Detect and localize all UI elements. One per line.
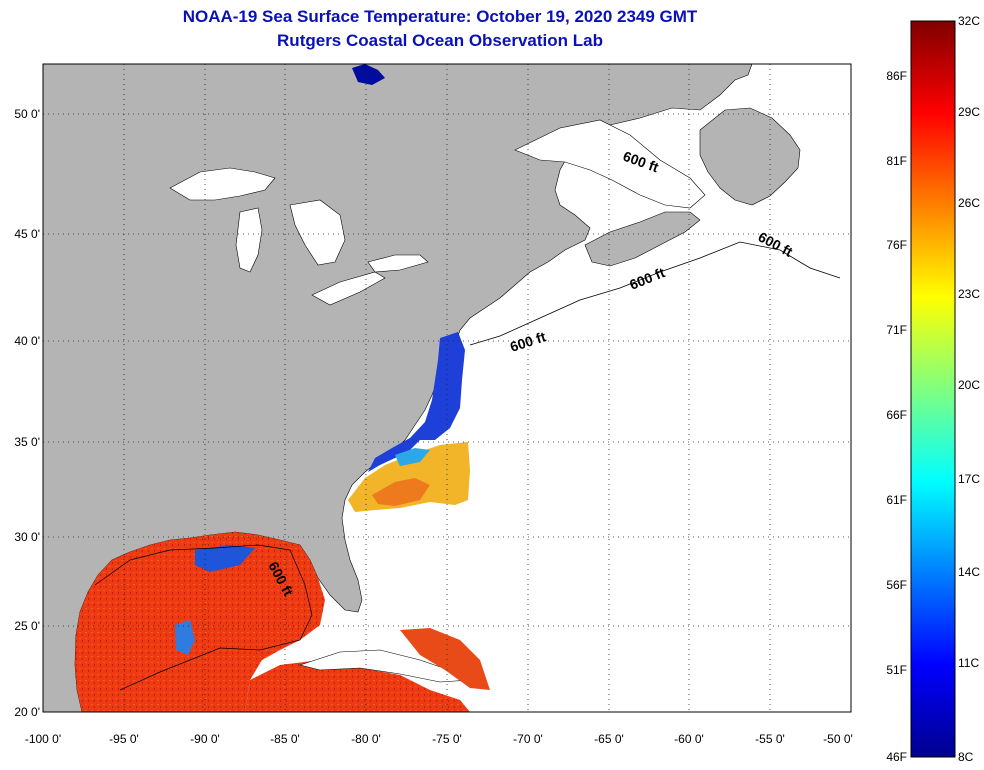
sst-gulf-cool-patch bbox=[175, 620, 195, 655]
lat-tick-label: 30 0' bbox=[14, 530, 40, 544]
lat-tick-label: 50 0' bbox=[14, 107, 40, 121]
lon-tick-label: -55 0' bbox=[755, 732, 785, 746]
land-nova-scotia bbox=[584, 211, 701, 267]
colorbar-fahrenheit-labels: 86F 81F 76F 71F 66F 61F 56F 51F 46F bbox=[886, 69, 907, 764]
longitude-axis: -100 0' -95 0' -90 0' -85 0' -80 0' -75 … bbox=[25, 732, 853, 746]
lon-tick-label: -60 0' bbox=[674, 732, 704, 746]
lake-ontario bbox=[367, 254, 429, 273]
sst-gulf-of-mexico bbox=[75, 532, 325, 712]
gulf-st-lawrence bbox=[514, 119, 706, 209]
lake-erie bbox=[311, 271, 386, 306]
fahrenheit-label: 46F bbox=[886, 750, 907, 764]
celsius-label: 32C bbox=[958, 14, 980, 28]
fahrenheit-label: 81F bbox=[886, 154, 907, 168]
celsius-label: 26C bbox=[958, 196, 980, 210]
isobath-600ft-gulf bbox=[94, 544, 313, 691]
land-newfoundland bbox=[699, 107, 801, 206]
celsius-label: 17C bbox=[958, 472, 980, 486]
lon-tick-label: -50 0' bbox=[823, 732, 853, 746]
sst-atlantic-orange bbox=[372, 478, 430, 506]
sst-bahamas bbox=[400, 628, 490, 690]
map-frame bbox=[42, 63, 852, 713]
lon-tick-label: -95 0' bbox=[109, 732, 139, 746]
map-subtitle: Rutgers Coastal Ocean Observation Lab bbox=[277, 31, 603, 50]
graticule bbox=[43, 64, 851, 712]
lon-tick-label: -85 0' bbox=[270, 732, 300, 746]
lat-tick-label: 40 0' bbox=[14, 334, 40, 348]
map-panel bbox=[43, 64, 851, 712]
lake-michigan bbox=[235, 207, 263, 273]
celsius-label: 14C bbox=[958, 565, 980, 579]
sst-atlantic-cool-shelf bbox=[368, 332, 465, 472]
fahrenheit-label: 61F bbox=[886, 493, 907, 507]
lake-huron bbox=[289, 199, 346, 266]
temperature-colorbar: 32C 29C 26C 23C 20C 17C 14C 11C 8C 86F 8… bbox=[886, 14, 980, 764]
fahrenheit-label: 86F bbox=[886, 69, 907, 83]
fahrenheit-label: 51F bbox=[886, 663, 907, 677]
lat-tick-label: 25 0' bbox=[14, 619, 40, 633]
celsius-label: 11C bbox=[958, 656, 979, 670]
lon-tick-label: -75 0' bbox=[432, 732, 462, 746]
isobath-600ft bbox=[469, 241, 841, 346]
colorbar-celsius-labels: 32C 29C 26C 23C 20C 17C 14C 11C 8C bbox=[958, 14, 980, 764]
sst-caribbean bbox=[245, 660, 470, 712]
lake-winnipeg-region bbox=[352, 64, 385, 85]
lat-tick-label: 20 0' bbox=[14, 705, 40, 719]
fahrenheit-label: 71F bbox=[886, 323, 907, 337]
celsius-label: 20C bbox=[958, 378, 980, 392]
lon-tick-label: -90 0' bbox=[190, 732, 220, 746]
lat-tick-label: 45 0' bbox=[14, 227, 40, 241]
map-title: NOAA-19 Sea Surface Temperature: October… bbox=[182, 7, 698, 26]
celsius-label: 29C bbox=[958, 105, 980, 119]
celsius-label: 23C bbox=[958, 287, 980, 301]
celsius-label: 8C bbox=[958, 750, 974, 764]
fahrenheit-label: 76F bbox=[886, 238, 907, 252]
lon-tick-label: -100 0' bbox=[25, 732, 61, 746]
fahrenheit-label: 66F bbox=[886, 408, 907, 422]
lon-tick-label: -70 0' bbox=[513, 732, 543, 746]
colorbar-gradient bbox=[910, 20, 956, 758]
sst-gulf-nearshore-cool bbox=[195, 545, 255, 572]
lon-tick-label: -80 0' bbox=[351, 732, 381, 746]
fahrenheit-label: 56F bbox=[886, 578, 907, 592]
latitude-axis: 50 0' 45 0' 40 0' 35 0' 30 0' 25 0' 20 0… bbox=[14, 107, 40, 719]
lake-superior bbox=[169, 167, 276, 201]
lat-tick-label: 35 0' bbox=[14, 435, 40, 449]
sst-shelf-cyan bbox=[395, 448, 430, 466]
lon-tick-label: -65 0' bbox=[594, 732, 624, 746]
